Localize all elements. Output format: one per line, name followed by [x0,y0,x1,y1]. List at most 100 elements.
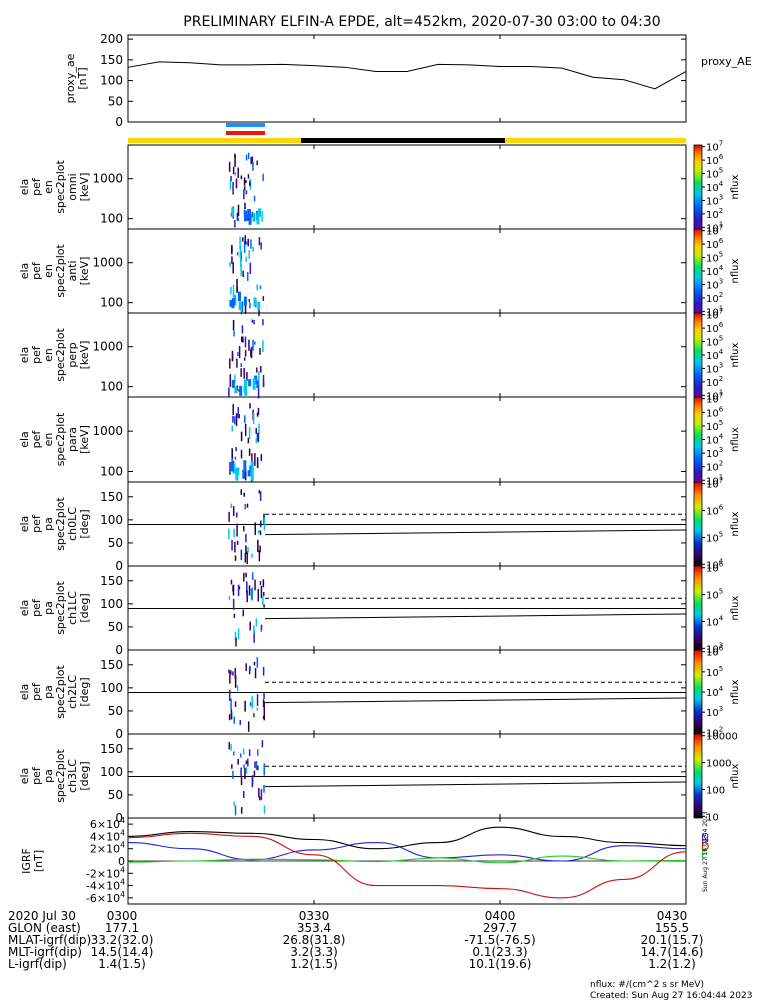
panel-para-data-low-energy [247,470,251,477]
panel-ch1LC: ela pef pa spec2plot ch1LC [deg]103104105106n… [18,561,741,657]
panel-perp-ylabel-1: pef [30,345,43,364]
panel-omni-ylabel-5: [keV] [78,173,91,202]
panel-ch2LC-ytick-label: 50 [108,704,123,718]
panel-ch1LC-colorbar [693,565,703,651]
panel-para-data-streak [234,456,237,460]
panel-ch0LC-data-streak [259,491,262,501]
panel-ch1LC-data-streak [260,585,263,599]
panel-anti-data-streak [240,264,242,277]
panel-ch0LC-data-streak [263,517,266,531]
panel-ch0LC-data-streak [259,530,262,535]
vertical-note: Sun Aug 27 16:04:44 2023 [702,811,709,892]
panel-para-ylabel-1: pef [30,430,43,449]
panel-ch2LC-data-streak [247,721,250,732]
orbit-table-cell-r1-c3: 297.7 [483,921,517,935]
panel-anti-data-streak [258,237,261,246]
panel-para-data-streak [240,431,243,442]
panel-ch2LC-data-streak [253,713,255,718]
panel-omni-data-streak [245,180,247,184]
proxy-ae-legend: proxy_AE [701,55,752,68]
panel-para-data-streak [244,423,247,437]
panel-ch1LC-data-streak [263,591,265,597]
panel-ch0LC-data-streak [228,528,230,540]
panel-ch1LC-data-streak [246,581,248,594]
panel-perp-data-streak [244,349,247,357]
panel-para-data-streak [232,415,234,423]
panel-ch1LC-ylabel-0: ela [18,600,31,617]
panel-ch1LC-data-streak [232,584,235,596]
panel-anti-data-streak [260,242,262,250]
panel-omni-data-streak [235,178,238,189]
panel-anti-colorbar-label: 105 [706,251,723,265]
panel-omni-data-streak [240,175,243,180]
panel-anti-data-streak [231,244,233,252]
panel-omni-data-streak [250,157,252,165]
panel-omni-colorbar-label: 105 [706,167,723,181]
panel-ch1LC-data-streak [245,572,247,578]
panel-ch0LC-data-streak [236,512,238,518]
panel-ch3LC-data-streak [251,775,254,785]
panel-anti-ylabel-0: ela [18,263,31,280]
orbit-table-cell-r0-c4: 0430 [657,909,688,923]
panel-anti-colorbar-label: 107 [706,224,723,238]
orbit-table-cell-r4-c3: 10.1(19.6) [469,957,532,971]
panel-ch3LC-data-streak [245,760,248,765]
panel-para-data-low-energy [230,461,234,472]
panel-omni-data-low-energy [258,208,262,217]
panel-ch0LC-data-streak [246,551,248,564]
panel-para-colorbar-title: nflux [730,427,741,452]
panel-anti-data-streak [231,249,233,255]
orbit-table-cell-r1-c1: 177.1 [105,921,139,935]
panel-para-data-streak [237,407,240,418]
panel-ch0LC-data-streak [259,545,261,553]
orbit-table-cell-r3-c1: 14.5(14.4) [91,945,154,959]
panel-para-data-streak [248,448,251,456]
panel-perp-data-streak [243,357,246,361]
orbit-table-cell-r0-c3: 0400 [485,909,516,923]
panel-anti-data-streak [232,284,235,298]
panel-ch3LC-data-streak [258,796,261,801]
panel-anti-data-streak [240,251,242,262]
panel-ch2LC-loss-cone [264,697,687,704]
panel-ch2LC-colorbar-label: 103 [706,705,723,719]
panel-ch3LC-data-streak [240,807,243,814]
panel-ch2LC-data-streak [234,667,237,679]
panel-ch1LC-data-streak [249,621,251,631]
panel-perp-ylabel-3: spec2plot [54,328,67,382]
panel-ch1LC-data-streak [251,572,254,581]
panel-omni-colorbar [693,144,703,230]
proxy-ae-ytick-label: 100 [100,74,123,88]
proxy-ae-ytick-label: 0 [115,115,123,129]
igrf-ytick-label: -6×104 [86,890,125,905]
panel-para-data-low-energy [235,468,239,481]
panel-ch1LC-ytick-label: 50 [108,620,123,634]
panel-ch3LC-data-streak [240,767,242,777]
panel-ch1LC-data-streak [246,590,248,603]
panel-anti-data-streak [231,256,233,264]
panel-ch0LC-data-streak [257,539,259,552]
panel-para-ylabel-3: spec2plot [54,412,67,466]
panel-perp-data-streak [254,341,256,345]
panel-ch0LC-data-streak [230,503,233,509]
orbit-table-cell-r0-c0: 2020 Jul 30 [8,909,76,923]
panel-ch3LC-colorbar-label: 100 [706,785,725,796]
orbit-table-cell-r3-c2: 3.2(3.3) [290,945,338,959]
panel-perp-ylabel-4: perp [66,342,79,367]
panel-anti-data-streak [256,284,258,291]
orbit-table-cell-r2-c1: 33.2(32.0) [91,933,154,947]
panel-perp-data-streak [233,330,235,337]
panel-ch3LC-data-streak [256,765,259,771]
panel-omni-data-streak [230,175,232,182]
panel-omni-data-streak [237,204,240,217]
panel-ch2LC-data-streak [248,666,251,675]
panel-ch2LC-ytick-label: 150 [100,658,123,672]
panel-perp-data-streak [262,381,265,387]
panel-anti-data-low-energy [253,297,257,307]
panel-ch0LC-data-streak [244,504,247,510]
panel-perp-data-streak [236,358,238,368]
panel-anti-data-low-energy [238,301,242,310]
panel-omni-data-low-energy [243,210,247,222]
panel-perp-data-streak [228,387,230,397]
